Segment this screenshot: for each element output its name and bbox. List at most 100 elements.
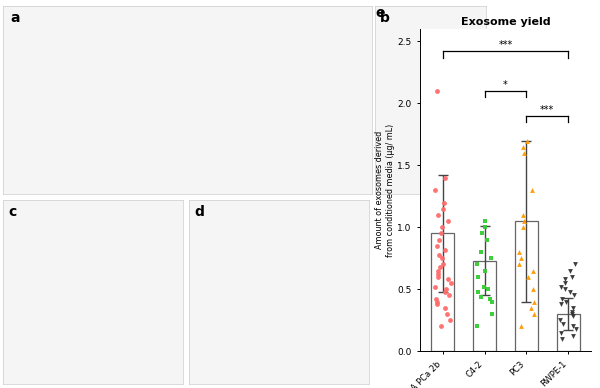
- Title: Exosome yield: Exosome yield: [461, 17, 550, 27]
- Point: [481, 218, 490, 224]
- Text: a: a: [10, 12, 20, 26]
- Point: [560, 280, 570, 286]
- Bar: [431, 234, 454, 351]
- Point: [482, 237, 492, 243]
- Point: [519, 150, 529, 156]
- Bar: [515, 221, 538, 351]
- Point: [518, 212, 527, 218]
- Point: [528, 286, 538, 292]
- Point: [569, 292, 579, 298]
- Point: [529, 298, 538, 305]
- Point: [560, 286, 570, 292]
- Point: [483, 286, 493, 292]
- Point: [430, 284, 440, 290]
- Point: [439, 262, 448, 268]
- Point: [556, 329, 566, 336]
- Point: [515, 262, 524, 268]
- Point: [440, 305, 449, 311]
- Point: [523, 274, 533, 280]
- Point: [565, 289, 575, 295]
- Point: [570, 262, 580, 268]
- Point: [526, 305, 536, 311]
- Point: [433, 301, 442, 307]
- Point: [442, 311, 452, 317]
- Point: [561, 298, 571, 305]
- Point: [477, 230, 487, 237]
- Point: [476, 249, 485, 255]
- Point: [472, 262, 482, 268]
- Point: [557, 296, 566, 302]
- Point: [569, 314, 578, 320]
- Point: [567, 311, 577, 317]
- Point: [436, 323, 446, 329]
- Point: [473, 274, 483, 280]
- Point: [440, 175, 449, 181]
- Bar: [473, 261, 496, 351]
- Bar: [557, 314, 580, 351]
- Point: [485, 296, 494, 302]
- Point: [446, 317, 455, 323]
- Point: [487, 255, 496, 262]
- Point: [442, 286, 451, 292]
- Point: [479, 284, 488, 290]
- Point: [433, 274, 443, 280]
- Point: [473, 289, 483, 295]
- Point: [434, 251, 444, 258]
- Point: [566, 268, 575, 274]
- Point: [433, 271, 442, 277]
- Point: [476, 294, 486, 300]
- Point: [433, 268, 442, 274]
- Point: [529, 311, 539, 317]
- Point: [567, 308, 577, 315]
- Point: [434, 237, 444, 243]
- Point: [440, 289, 449, 295]
- Text: e: e: [375, 6, 385, 20]
- Point: [444, 292, 454, 298]
- Point: [517, 255, 526, 262]
- Point: [568, 305, 577, 311]
- Point: [437, 255, 446, 262]
- Point: [529, 268, 538, 274]
- Point: [433, 88, 442, 94]
- Point: [440, 199, 449, 206]
- Text: *: *: [503, 80, 508, 90]
- Point: [555, 317, 565, 323]
- Point: [568, 323, 577, 329]
- Point: [571, 326, 581, 332]
- Text: ***: ***: [540, 104, 554, 114]
- Point: [556, 301, 566, 307]
- Point: [437, 224, 447, 230]
- Point: [514, 249, 524, 255]
- Point: [480, 224, 490, 230]
- Point: [443, 218, 452, 224]
- Point: [480, 268, 490, 274]
- Point: [433, 212, 443, 218]
- Point: [431, 296, 440, 302]
- Point: [431, 187, 440, 193]
- Y-axis label: Amount of exosomes derived
from conditioned media (μg/ mL): Amount of exosomes derived from conditio…: [375, 123, 395, 257]
- Point: [527, 187, 536, 193]
- Point: [446, 280, 455, 286]
- Point: [443, 276, 453, 282]
- Point: [558, 321, 568, 327]
- Point: [567, 274, 577, 280]
- Point: [522, 137, 532, 144]
- Point: [516, 323, 526, 329]
- Text: d: d: [194, 205, 204, 219]
- Point: [560, 276, 570, 282]
- Text: b: b: [379, 12, 389, 26]
- Point: [473, 323, 482, 329]
- Point: [556, 284, 566, 290]
- Point: [487, 311, 497, 317]
- Point: [436, 230, 446, 237]
- Point: [439, 206, 448, 212]
- Point: [432, 243, 442, 249]
- Point: [488, 298, 497, 305]
- Point: [433, 298, 442, 305]
- Point: [518, 144, 527, 150]
- Point: [518, 224, 528, 230]
- Point: [435, 264, 445, 270]
- Point: [557, 336, 567, 342]
- Point: [568, 333, 578, 340]
- Text: ***: ***: [499, 40, 512, 50]
